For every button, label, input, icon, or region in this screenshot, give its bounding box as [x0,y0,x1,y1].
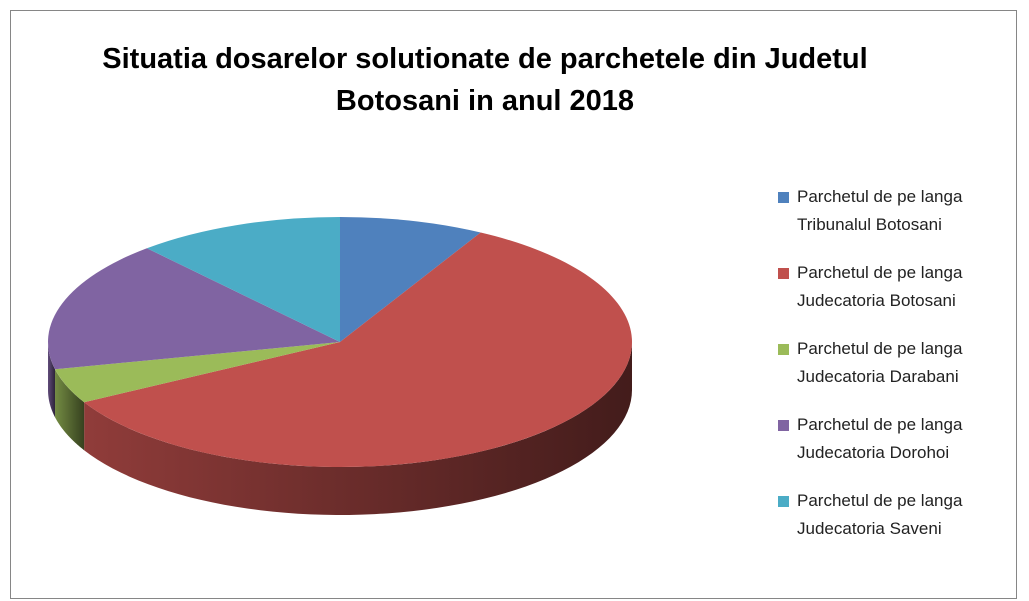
legend-item: Parchetul de pe langa Tribunalul Botosan… [778,183,1007,239]
legend-swatch [778,344,789,355]
legend-swatch [778,420,789,431]
slice-side [55,369,85,451]
legend-label: Parchetul de pe langa Judecatoria Doroho… [797,415,963,462]
legend-label: Parchetul de pe langa Judecatoria Saveni [797,491,963,538]
pie-slice [340,217,481,342]
pie-slice [55,342,340,403]
legend-label: Parchetul de pe langa Judecatoria Botosa… [797,263,963,310]
legend-item: Parchetul de pe langa Judecatoria Botosa… [778,259,1007,315]
chart-title: Situatia dosarelor solutionate de parche… [102,43,868,117]
slice-side [48,342,56,418]
legend-item: Parchetul de pe langa Judecatoria Saveni [778,487,1007,543]
legend-swatch [778,268,789,279]
legend-item: Parchetul de pe langa Judecatoria Doroho… [778,411,1007,467]
legend: Parchetul de pe langa Tribunalul Botosan… [778,183,1007,563]
legend-item: Parchetul de pe langa Judecatoria Daraba… [778,335,1007,391]
pie-slice [47,248,341,370]
legend-label: Parchetul de pe langa Judecatoria Daraba… [797,339,963,386]
legend-swatch [778,192,789,203]
chart-frame [10,10,1017,599]
slice-side [84,342,632,515]
legend-label: Parchetul de pe langa Tribunalul Botosan… [797,187,963,234]
pie-slice [84,232,632,467]
pie-slice [146,217,340,342]
legend-swatch [778,496,789,507]
